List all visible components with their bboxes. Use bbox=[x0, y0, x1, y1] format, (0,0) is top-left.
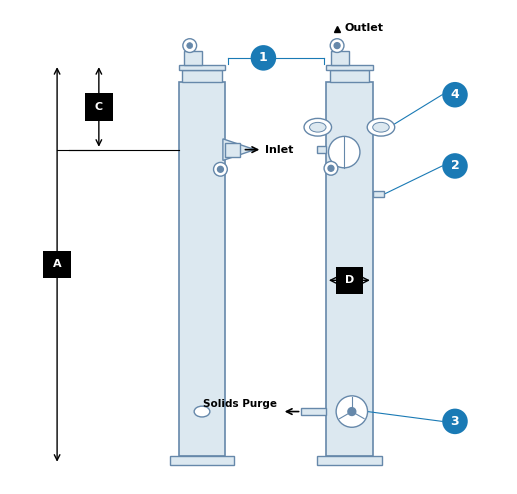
Circle shape bbox=[324, 162, 338, 175]
Bar bbox=[184, 51, 202, 65]
Bar bbox=[331, 51, 349, 65]
Ellipse shape bbox=[304, 119, 331, 136]
Circle shape bbox=[334, 42, 340, 48]
Bar bbox=[329, 70, 369, 82]
Ellipse shape bbox=[367, 119, 394, 136]
Bar bbox=[225, 143, 240, 157]
Circle shape bbox=[348, 408, 356, 415]
Text: 3: 3 bbox=[451, 415, 459, 428]
Circle shape bbox=[442, 153, 468, 179]
Text: Solids Purge: Solids Purge bbox=[203, 399, 277, 409]
Polygon shape bbox=[223, 139, 255, 161]
Circle shape bbox=[442, 409, 468, 434]
Bar bbox=[317, 456, 382, 465]
Bar bbox=[326, 82, 373, 456]
Bar bbox=[182, 70, 222, 82]
Bar bbox=[301, 408, 326, 415]
Text: 4: 4 bbox=[451, 88, 460, 101]
Bar bbox=[43, 250, 71, 278]
Circle shape bbox=[336, 396, 368, 427]
Bar bbox=[179, 65, 225, 70]
Bar bbox=[170, 456, 234, 465]
Ellipse shape bbox=[373, 123, 389, 132]
Text: 1: 1 bbox=[259, 51, 268, 64]
Ellipse shape bbox=[342, 406, 357, 417]
Text: 2: 2 bbox=[451, 160, 460, 172]
Circle shape bbox=[328, 165, 334, 171]
Circle shape bbox=[328, 136, 360, 168]
Text: D: D bbox=[345, 275, 354, 286]
Circle shape bbox=[218, 166, 223, 172]
Circle shape bbox=[214, 163, 227, 176]
Circle shape bbox=[251, 45, 276, 71]
Text: Inlet: Inlet bbox=[265, 145, 294, 155]
Circle shape bbox=[330, 39, 344, 52]
Bar bbox=[85, 93, 113, 121]
Text: Outlet: Outlet bbox=[344, 23, 384, 33]
Bar bbox=[336, 267, 363, 294]
Bar bbox=[373, 192, 384, 198]
Bar bbox=[179, 82, 225, 456]
Circle shape bbox=[183, 39, 196, 52]
Ellipse shape bbox=[194, 406, 210, 417]
Text: A: A bbox=[53, 259, 62, 269]
Bar bbox=[317, 146, 326, 153]
Circle shape bbox=[187, 42, 193, 48]
Text: C: C bbox=[95, 102, 103, 112]
Ellipse shape bbox=[310, 123, 326, 132]
Bar bbox=[326, 65, 373, 70]
Circle shape bbox=[442, 82, 468, 108]
